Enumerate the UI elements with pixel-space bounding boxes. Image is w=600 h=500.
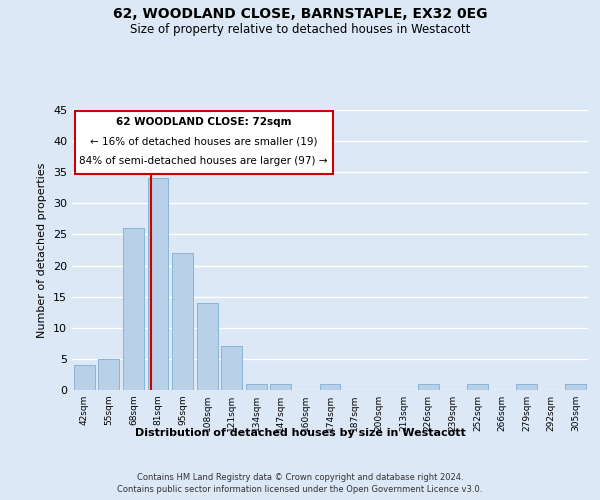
Bar bbox=[98, 359, 119, 390]
Bar bbox=[221, 346, 242, 390]
Bar bbox=[271, 384, 292, 390]
Bar bbox=[246, 384, 267, 390]
Bar bbox=[197, 303, 218, 390]
Bar bbox=[172, 253, 193, 390]
Text: 62, WOODLAND CLOSE, BARNSTAPLE, EX32 0EG: 62, WOODLAND CLOSE, BARNSTAPLE, EX32 0EG bbox=[113, 8, 487, 22]
Text: ← 16% of detached houses are smaller (19): ← 16% of detached houses are smaller (19… bbox=[90, 136, 317, 146]
Bar bbox=[565, 384, 586, 390]
Text: 62 WOODLAND CLOSE: 72sqm: 62 WOODLAND CLOSE: 72sqm bbox=[116, 117, 292, 127]
Text: Contains public sector information licensed under the Open Government Licence v3: Contains public sector information licen… bbox=[118, 485, 482, 494]
Bar bbox=[320, 384, 340, 390]
Text: Contains HM Land Registry data © Crown copyright and database right 2024.: Contains HM Land Registry data © Crown c… bbox=[137, 472, 463, 482]
Text: Size of property relative to detached houses in Westacott: Size of property relative to detached ho… bbox=[130, 22, 470, 36]
FancyBboxPatch shape bbox=[74, 112, 332, 174]
Text: 84% of semi-detached houses are larger (97) →: 84% of semi-detached houses are larger (… bbox=[79, 156, 328, 166]
Bar bbox=[123, 228, 144, 390]
Bar bbox=[418, 384, 439, 390]
Y-axis label: Number of detached properties: Number of detached properties bbox=[37, 162, 47, 338]
Bar bbox=[74, 365, 95, 390]
Bar bbox=[148, 178, 169, 390]
Bar bbox=[467, 384, 488, 390]
Text: Distribution of detached houses by size in Westacott: Distribution of detached houses by size … bbox=[134, 428, 466, 438]
Bar bbox=[516, 384, 537, 390]
